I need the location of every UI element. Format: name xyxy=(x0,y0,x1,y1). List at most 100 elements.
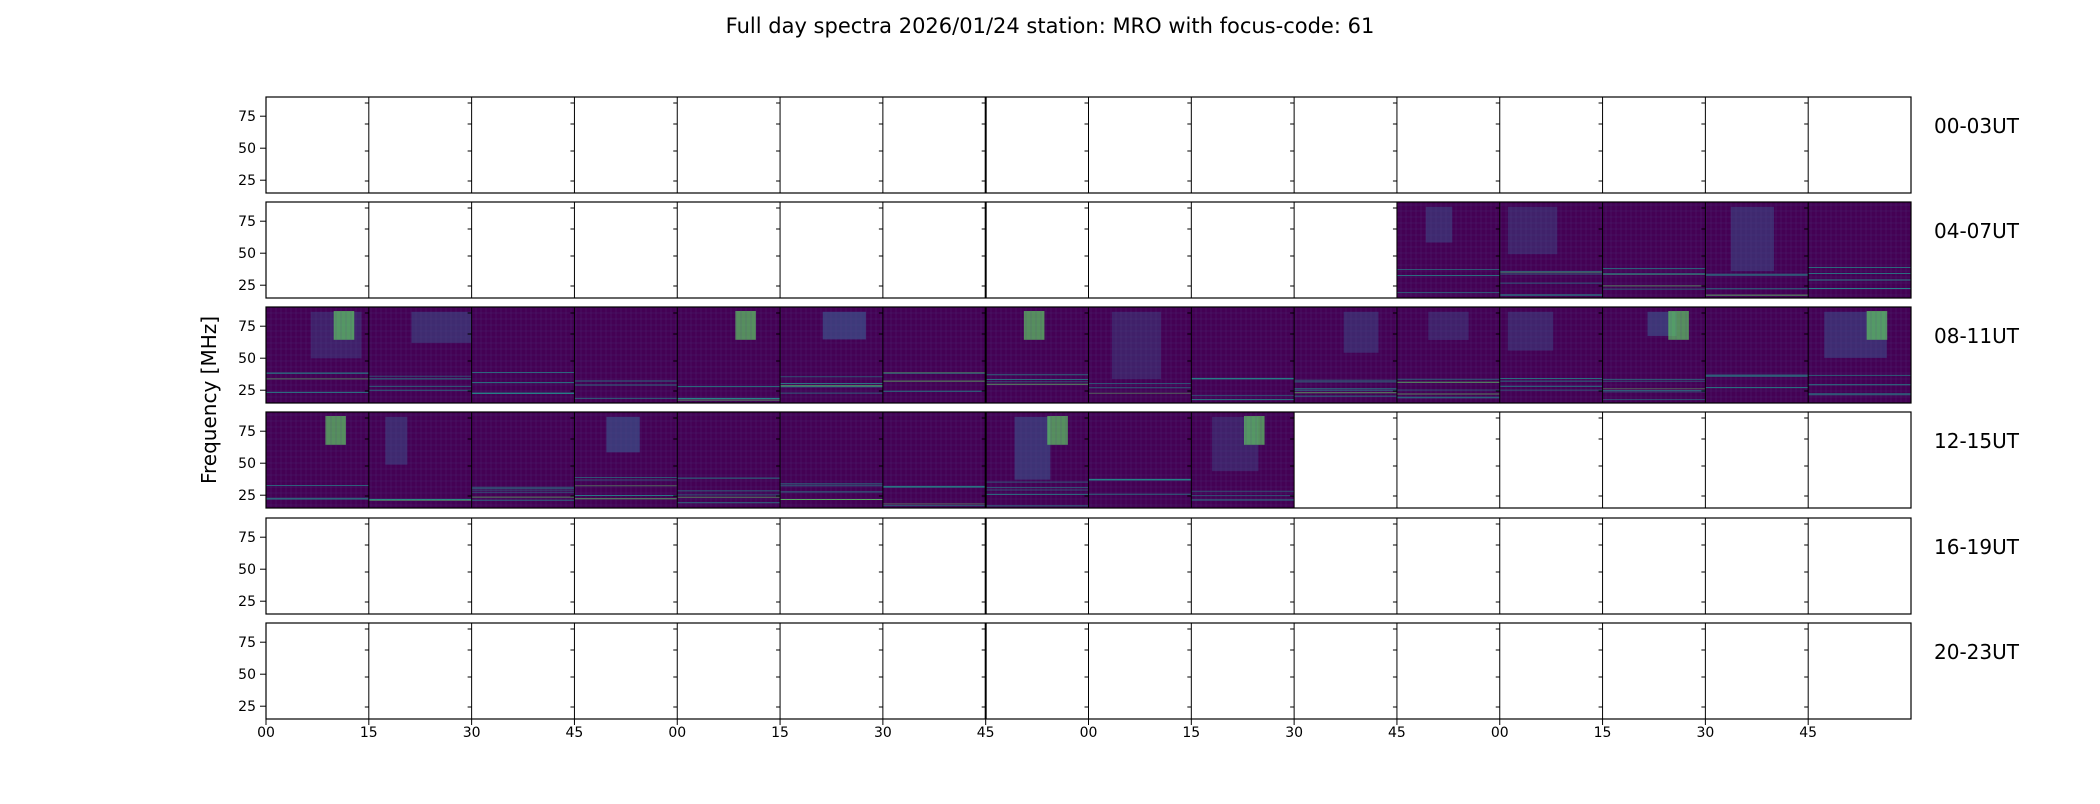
panel-frame xyxy=(265,96,1912,194)
x-tick-label: 45 xyxy=(1799,725,1817,741)
y-tick-label: 75 xyxy=(238,635,256,651)
panel-frame xyxy=(265,201,1912,299)
y-tick-label: 75 xyxy=(238,424,256,440)
row-label: 20-23UT xyxy=(1934,640,2020,664)
row-label: 16-19UT xyxy=(1934,535,2020,559)
x-tick-label: 45 xyxy=(1388,725,1406,741)
spectrogram-12-15UT-seg-6 xyxy=(882,412,986,508)
row-08-11UT: 75 50 25 08-11UT xyxy=(238,306,2020,404)
spectrogram-columns xyxy=(882,412,986,508)
spectrogram-12-15UT-seg-4 xyxy=(677,412,781,508)
spectrogram-08-11UT-seg-2 xyxy=(471,307,575,403)
y-tick-label: 25 xyxy=(238,699,256,715)
x-tick-label: 30 xyxy=(463,725,481,741)
chart-title: Full day spectra 2026/01/24 station: MRO… xyxy=(726,14,1375,38)
spectrogram-12-15UT-seg-3 xyxy=(574,412,678,508)
x-tick-label: 00 xyxy=(1491,725,1509,741)
spectrogram-08-11UT-seg-10 xyxy=(1294,307,1397,403)
spectrogram-columns xyxy=(266,412,369,508)
spectrogram-columns xyxy=(1499,307,1603,403)
x-tick-label: 15 xyxy=(771,725,789,741)
spectrogram-12-15UT-seg-9 xyxy=(1191,412,1295,508)
spectrogram-columns xyxy=(1808,307,1911,403)
spectrogram-columns xyxy=(1705,202,1809,298)
row-20-23UT: 75 50 25 20-23UT xyxy=(238,622,2020,720)
panel-frame xyxy=(265,306,1912,404)
x-tick-label: 00 xyxy=(668,725,686,741)
y-tick-label: 25 xyxy=(238,488,256,504)
spectrogram-08-11UT-seg-5 xyxy=(780,307,883,403)
spectrogram-04-07UT-seg-13 xyxy=(1602,202,1706,298)
y-tick-label: 50 xyxy=(238,562,256,578)
y-tick-label: 75 xyxy=(238,109,256,125)
rows-layer: 75502500-03UT75502504-07UT75502508-11UT7… xyxy=(238,96,2020,720)
x-tick-label: 00 xyxy=(257,725,275,741)
spectrogram-08-11UT-seg-3 xyxy=(574,307,678,403)
y-tick-label: 75 xyxy=(238,530,256,546)
x-tick-label: 30 xyxy=(874,725,892,741)
row-label: 12-15UT xyxy=(1934,429,2020,453)
x-tick-label: 30 xyxy=(1285,725,1303,741)
spectrogram-04-07UT-seg-15 xyxy=(1808,202,1911,298)
y-tick-label: 25 xyxy=(238,278,256,294)
spectrogram-08-11UT-seg-12 xyxy=(1499,307,1603,403)
x-tick-label: 45 xyxy=(566,725,584,741)
row-00-03UT: 75 50 25 00-03UT xyxy=(238,96,2020,194)
panel-frame xyxy=(265,411,1912,509)
spectrogram-columns xyxy=(1602,202,1706,298)
y-tick-label: 50 xyxy=(238,667,256,683)
spectrogram-columns xyxy=(677,307,781,403)
spectrogram-columns xyxy=(471,412,575,508)
spectrogram-08-11UT-seg-6 xyxy=(882,307,986,403)
spectrogram-08-11UT-seg-14 xyxy=(1705,307,1809,403)
spectrogram-columns xyxy=(1294,307,1397,403)
y-tick-label: 50 xyxy=(238,141,256,157)
y-tick-label: 25 xyxy=(238,173,256,189)
spectrogram-04-07UT-seg-14 xyxy=(1705,202,1809,298)
spectrogram-columns xyxy=(1396,202,1500,298)
row-12-15UT: 75 50 25 12-15UT xyxy=(238,411,2020,509)
y-tick-label: 75 xyxy=(238,214,256,230)
y-tick-label: 25 xyxy=(238,594,256,610)
row-label: 08-11UT xyxy=(1934,324,2020,348)
y-tick-label: 25 xyxy=(238,383,256,399)
spectrogram-08-11UT-seg-11 xyxy=(1396,307,1500,403)
spectrogram-columns xyxy=(882,307,986,403)
spectrogram-08-11UT-seg-8 xyxy=(1088,307,1192,403)
spectrogram-columns xyxy=(266,307,369,403)
spectrogram-columns xyxy=(677,412,781,508)
spectrogram-columns xyxy=(985,412,1089,508)
spectrogram-12-15UT-seg-5 xyxy=(780,412,883,508)
spectrogram-columns xyxy=(780,307,883,403)
spectrogram-04-07UT-seg-11 xyxy=(1396,202,1500,298)
x-tick-label: 00 xyxy=(1080,725,1098,741)
spectrogram-08-11UT-seg-15 xyxy=(1808,307,1911,403)
spectrogram-columns xyxy=(368,307,472,403)
spectrogram-columns xyxy=(574,412,678,508)
row-label: 04-07UT xyxy=(1934,219,2020,243)
spectrogram-08-11UT-seg-4 xyxy=(677,307,781,403)
spectrogram-08-11UT-seg-0 xyxy=(266,307,369,403)
spectrogram-columns xyxy=(1191,412,1295,508)
y-tick-label: 50 xyxy=(238,456,256,472)
x-tick-label: 15 xyxy=(1182,725,1200,741)
panel-frame xyxy=(265,517,1912,615)
spectrogram-08-11UT-seg-9 xyxy=(1191,307,1295,403)
spectrogram-08-11UT-seg-7 xyxy=(985,307,1089,403)
row-16-19UT: 75 50 25 16-19UT xyxy=(238,517,2020,615)
spectrogram-columns xyxy=(780,412,883,508)
x-tick-label: 15 xyxy=(1594,725,1612,741)
y-tick-label: 75 xyxy=(238,319,256,335)
spectrogram-columns xyxy=(1191,307,1295,403)
spectrogram-columns xyxy=(1705,307,1809,403)
spectrogram-12-15UT-seg-0 xyxy=(266,412,369,508)
spectrogram-columns xyxy=(1499,202,1603,298)
spectrogram-12-15UT-seg-1 xyxy=(368,412,472,508)
y-tick-label: 50 xyxy=(238,246,256,262)
y-tick-label: 50 xyxy=(238,351,256,367)
x-tick-label: 15 xyxy=(360,725,378,741)
spectrogram-04-07UT-seg-12 xyxy=(1499,202,1603,298)
spectrogram-12-15UT-seg-7 xyxy=(985,412,1089,508)
